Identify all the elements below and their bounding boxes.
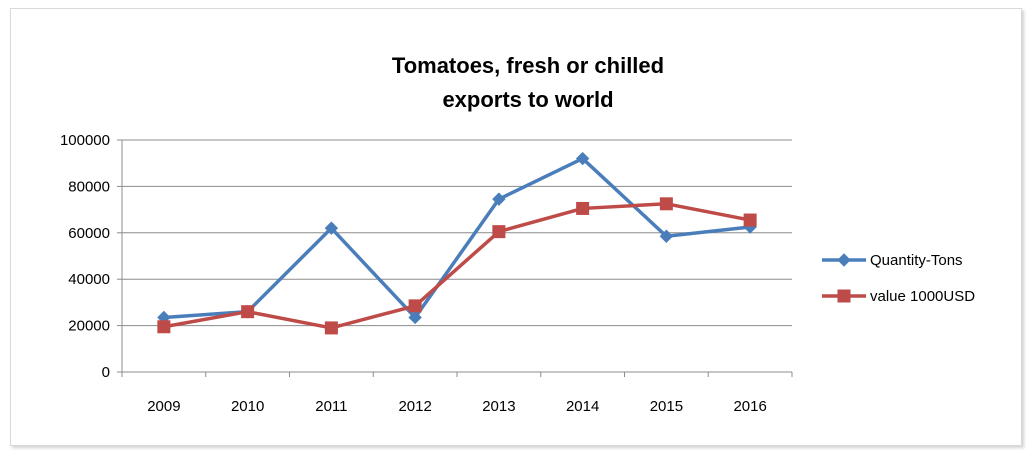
y-tick-label: 60000: [68, 225, 110, 242]
y-tick-label: 20000: [68, 318, 110, 335]
x-tick-label: 2014: [566, 398, 599, 415]
data-point: [157, 320, 171, 334]
legend-label: Quantity-Tons: [870, 252, 963, 269]
data-point: [241, 305, 255, 319]
x-tick-label: 2009: [147, 398, 180, 415]
series-quantity-tons: [157, 151, 757, 325]
data-point: [408, 310, 422, 325]
x-tick-label: 2011: [315, 398, 347, 415]
y-tick-label: 80000: [68, 178, 110, 195]
x-tick-label: 2012: [398, 398, 431, 415]
y-tick-label: 100000: [60, 132, 110, 149]
data-point: [324, 221, 339, 235]
legend-entry: Quantity-Tons: [822, 252, 963, 269]
y-tick-labels: 0 20000 40000 60000 80000 100000: [60, 132, 110, 381]
x-tick-label: 2013: [482, 398, 515, 415]
legend-marker: [837, 253, 851, 267]
x-tick-label: 2010: [231, 398, 264, 415]
x-tick-label: 2016: [733, 398, 766, 415]
x-tick-label: 2015: [650, 398, 683, 415]
gridlines: [122, 139, 792, 327]
data-point: [408, 299, 422, 313]
y-tick-label: 0: [102, 364, 110, 381]
x-tick-labels: 2009 2010 2011 2012 2013 2014 2015 2016: [147, 398, 767, 415]
legend-entry: value 1000USD: [822, 288, 975, 305]
series: [157, 151, 757, 335]
legend-label: value 1000USD: [870, 288, 975, 305]
data-point: [743, 213, 757, 227]
data-point: [492, 192, 506, 206]
series-line: [163, 156, 751, 320]
legend-marker: [837, 289, 851, 303]
data-point: [659, 229, 674, 243]
legend: Quantity-Tons value 1000USD: [822, 252, 975, 305]
axes: [117, 139, 793, 377]
series-value-1000usd: [157, 197, 757, 335]
data-point: [576, 201, 590, 215]
chart-title-line-2: exports to world: [442, 87, 613, 112]
data-point: [324, 321, 338, 335]
y-tick-label: 40000: [68, 271, 110, 288]
chart-title-line-1: Tomatoes, fresh or chilled: [392, 53, 664, 78]
data-point: [659, 197, 673, 211]
data-point: [492, 225, 506, 239]
data-point: [575, 151, 590, 166]
series-line: [163, 202, 751, 330]
